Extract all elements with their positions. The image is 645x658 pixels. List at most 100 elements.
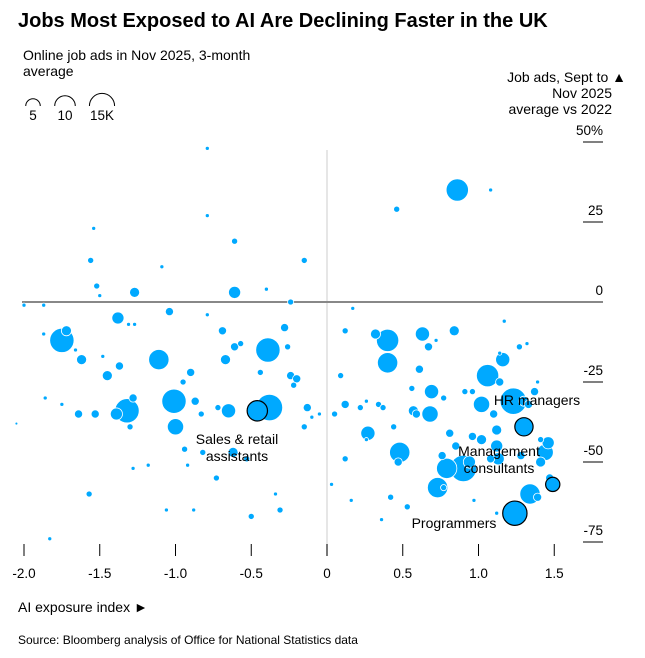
bubble: [41, 302, 47, 308]
bubble: [114, 361, 124, 371]
bubble: [220, 354, 231, 366]
bubble: [91, 225, 97, 231]
bubble: [494, 510, 500, 516]
bubble: [214, 404, 222, 412]
bubble: [59, 401, 65, 407]
bubble: [287, 298, 295, 306]
bubble: [486, 454, 496, 464]
highlighted-bubble: [246, 400, 269, 422]
bubble: [471, 497, 477, 503]
bubble: [130, 465, 136, 471]
bubble: [411, 409, 421, 419]
bubble: [190, 396, 200, 406]
bubble: [497, 350, 503, 356]
bubble: [524, 341, 530, 347]
x-tick-label: 0: [323, 566, 331, 581]
bubble: [132, 321, 138, 327]
bubble: [329, 481, 335, 487]
bubble: [363, 437, 369, 443]
bubble: [148, 349, 170, 371]
bubble: [237, 340, 245, 348]
bubble: [445, 428, 455, 438]
y-axis-title: Job ads, Sept to ▲ Nov 2025 average vs 2…: [507, 69, 626, 117]
x-tick-label: -0.5: [240, 566, 263, 581]
bubble: [228, 285, 242, 299]
bubble: [403, 503, 411, 511]
bubble: [284, 343, 292, 351]
bubble: [73, 347, 78, 353]
bubble: [186, 367, 196, 377]
bubble: [14, 421, 19, 426]
bubble: [164, 307, 174, 317]
bubble: [476, 364, 500, 388]
bubble: [166, 418, 185, 436]
bubble: [126, 423, 134, 431]
bubble: [47, 536, 53, 542]
bubble: [243, 455, 251, 463]
bubble: [100, 353, 106, 359]
highlighted-bubble: [502, 500, 528, 526]
bubble: [393, 457, 403, 467]
bubble: [495, 377, 505, 387]
bubble: [390, 423, 398, 431]
bubble: [199, 448, 207, 456]
bubble: [161, 388, 187, 414]
bubble: [227, 446, 239, 458]
annotation-programmers: Programmers: [412, 515, 497, 531]
bubble: [109, 407, 123, 421]
annotations: Sales & retail assistants HR managers Ma…: [196, 392, 580, 531]
bubble: [231, 237, 239, 245]
size-legend-arc-10: [54, 95, 76, 107]
bubble: [488, 187, 494, 193]
bubble: [212, 474, 220, 482]
bubble: [451, 441, 461, 451]
bubble: [60, 325, 72, 337]
bubble: [523, 399, 534, 409]
bubble: [300, 423, 308, 431]
bubble: [489, 409, 499, 419]
bubble: [290, 381, 298, 389]
bubble: [111, 311, 125, 325]
bubble: [197, 410, 205, 418]
bubble: [376, 328, 400, 352]
bubble: [515, 343, 523, 351]
annotation-hr-managers: HR managers: [494, 392, 580, 408]
bubble: [541, 436, 555, 450]
bubble: [185, 462, 191, 468]
x-axis-title: AI exposure index ►: [18, 599, 148, 615]
bubble: [462, 455, 476, 469]
bubble: [445, 178, 469, 202]
bubble: [350, 305, 356, 311]
bubble: [316, 411, 322, 417]
bubble: [204, 312, 210, 318]
bubble: [337, 372, 345, 380]
bubble: [204, 145, 210, 151]
size-legend-label-10: 10: [57, 108, 72, 123]
bubble: [467, 431, 477, 441]
bubble: [341, 327, 349, 335]
bubble: [97, 293, 103, 299]
size-legend-label-5: 5: [29, 108, 37, 123]
bubble: [440, 394, 448, 402]
bubble: [356, 404, 364, 412]
bubble: [370, 328, 381, 340]
bubble: [377, 352, 399, 374]
y-axis-title-line-3: average vs 2022: [508, 101, 612, 117]
y-axis-title-line-1: Job ads, Sept to ▲: [507, 69, 626, 85]
bubble: [530, 387, 540, 397]
size-legend-title-line-1: Online job ads in Nov 2025, 3-month: [23, 47, 250, 63]
bubble: [101, 370, 113, 382]
bubble: [427, 477, 449, 499]
bubble: [128, 393, 138, 403]
bubble: [408, 384, 416, 392]
bubble: [414, 364, 424, 374]
bubble: [273, 491, 278, 497]
x-tick-label: -1.5: [88, 566, 111, 581]
bubble: [204, 213, 210, 219]
size-legend-label-15k: 15K: [90, 108, 114, 123]
annotation-management-line-2: consultants: [464, 460, 535, 476]
bubble: [76, 354, 88, 366]
highlighted-bubble: [545, 476, 561, 493]
bubble: [448, 325, 460, 337]
